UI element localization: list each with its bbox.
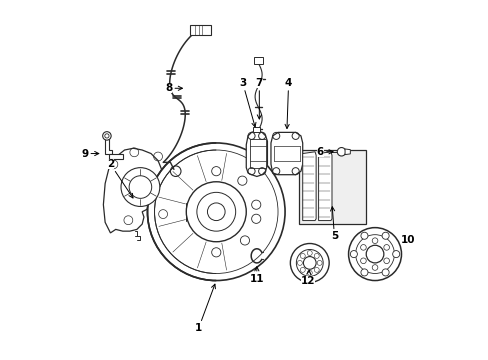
- Text: 9: 9: [81, 149, 99, 158]
- Circle shape: [360, 232, 367, 239]
- Circle shape: [290, 243, 328, 282]
- Circle shape: [381, 269, 388, 276]
- Polygon shape: [105, 139, 112, 154]
- Circle shape: [381, 232, 388, 239]
- Polygon shape: [270, 132, 302, 175]
- Circle shape: [383, 244, 388, 250]
- Text: 1: 1: [195, 284, 215, 333]
- Text: 7: 7: [255, 78, 263, 119]
- Circle shape: [392, 251, 399, 258]
- Polygon shape: [302, 152, 315, 221]
- Text: 11: 11: [249, 267, 264, 284]
- Text: 3: 3: [239, 78, 255, 127]
- Polygon shape: [108, 154, 122, 159]
- Circle shape: [383, 258, 388, 264]
- Text: 6: 6: [316, 147, 332, 157]
- Circle shape: [349, 251, 357, 258]
- Polygon shape: [249, 139, 265, 168]
- Text: 2: 2: [106, 159, 133, 198]
- Text: 8: 8: [164, 83, 182, 93]
- Text: 12: 12: [300, 270, 315, 285]
- Bar: [254, 57, 263, 64]
- Circle shape: [360, 258, 366, 264]
- Text: 10: 10: [401, 235, 415, 245]
- Polygon shape: [345, 149, 349, 154]
- Text: 5: 5: [330, 207, 337, 242]
- Circle shape: [147, 143, 285, 280]
- Circle shape: [337, 148, 345, 156]
- Circle shape: [360, 269, 367, 276]
- Circle shape: [102, 132, 111, 140]
- Circle shape: [121, 168, 160, 207]
- Polygon shape: [103, 148, 161, 233]
- Polygon shape: [246, 131, 267, 176]
- Text: 4: 4: [285, 78, 292, 129]
- Polygon shape: [318, 152, 331, 221]
- Circle shape: [348, 228, 401, 280]
- Circle shape: [371, 238, 377, 243]
- Bar: [189, 25, 210, 35]
- Bar: [299, 150, 366, 224]
- Bar: [253, 127, 260, 132]
- Circle shape: [360, 244, 366, 250]
- Circle shape: [371, 265, 377, 270]
